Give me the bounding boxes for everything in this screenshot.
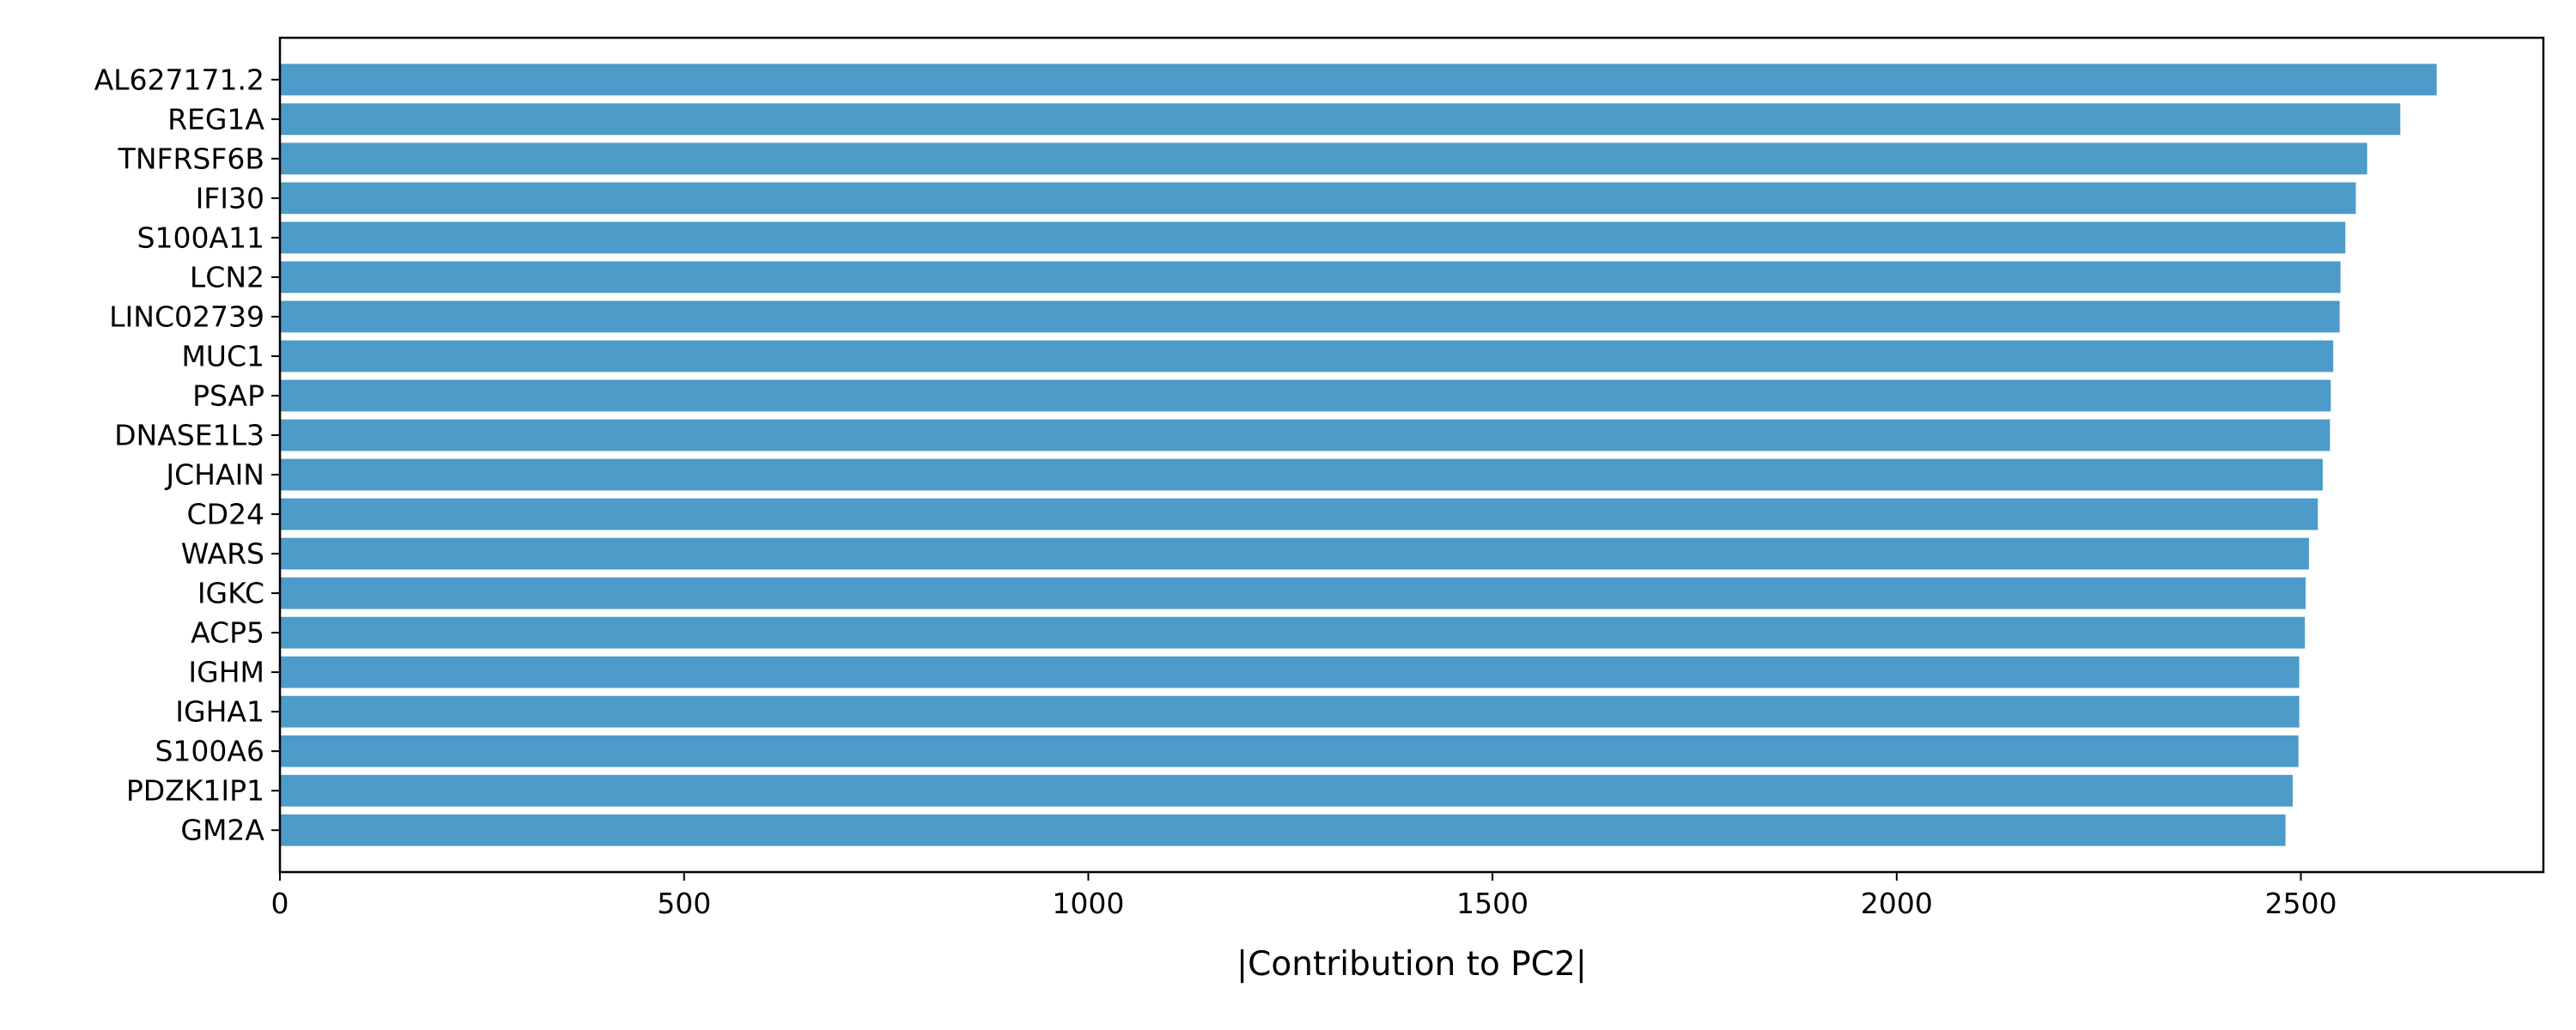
bar: [280, 735, 2299, 767]
bar: [280, 419, 2330, 451]
bar: [280, 340, 2334, 373]
x-tick-label: 2000: [1861, 887, 1933, 920]
bar: [280, 656, 2300, 688]
bar: [280, 498, 2318, 530]
y-tick-label: MUC1: [181, 339, 264, 373]
bar: [280, 64, 2437, 96]
bar: [280, 774, 2293, 807]
x-tick-label: 1500: [1456, 887, 1528, 920]
bar: [280, 458, 2323, 491]
y-tick-label: JCHAIN: [164, 458, 264, 492]
bar: [280, 182, 2356, 215]
y-tick-label: AL627171.2: [94, 63, 264, 96]
x-axis-ticks: 0 500 1000 1500 2000 2500: [271, 872, 2337, 920]
y-tick-label: S100A6: [155, 735, 264, 768]
x-tick-label: 0: [271, 887, 289, 920]
y-tick-label: PDZK1IP1: [126, 774, 264, 808]
bar: [280, 814, 2286, 846]
bar: [280, 261, 2341, 294]
y-tick-label: DNASE1L3: [114, 418, 264, 451]
y-tick-label: PSAP: [192, 379, 264, 412]
bar: [280, 537, 2309, 570]
x-tick-label: 1000: [1052, 887, 1124, 920]
bars-group: [280, 64, 2437, 846]
bar: [280, 379, 2331, 412]
bar: [280, 616, 2306, 649]
y-tick-label: GM2A: [180, 814, 264, 847]
y-tick-label: ACP5: [191, 616, 264, 650]
y-tick-label: IGHM: [188, 656, 264, 689]
bar: [280, 103, 2401, 136]
x-tick-label: 500: [657, 887, 711, 920]
y-tick-label: IFI30: [196, 181, 264, 215]
x-tick-label: 2500: [2265, 887, 2337, 920]
bar: [280, 142, 2367, 175]
y-tick-label: WARS: [181, 537, 264, 571]
bar: [280, 221, 2346, 254]
bar: [280, 577, 2306, 609]
y-tick-label: IGKC: [197, 577, 264, 610]
bar: [280, 695, 2300, 728]
y-tick-label: TNFRSF6B: [118, 142, 264, 175]
x-axis-label: |Contribution to PC2|: [1236, 945, 1587, 984]
bar: [280, 300, 2340, 333]
plot-frame: [278, 36, 2545, 874]
y-tick-label: CD24: [187, 498, 264, 531]
y-tick-label: S100A11: [137, 221, 265, 254]
y-tick-label: REG1A: [167, 102, 264, 136]
y-axis-ticks: AL627171.2 REG1A TNFRSF6B IFI30 S100A11 LCN2 L…: [94, 63, 280, 847]
y-tick-label: LINC02739: [109, 300, 264, 333]
y-tick-label: IGHA1: [175, 695, 264, 729]
y-tick-label: LCN2: [190, 260, 264, 294]
